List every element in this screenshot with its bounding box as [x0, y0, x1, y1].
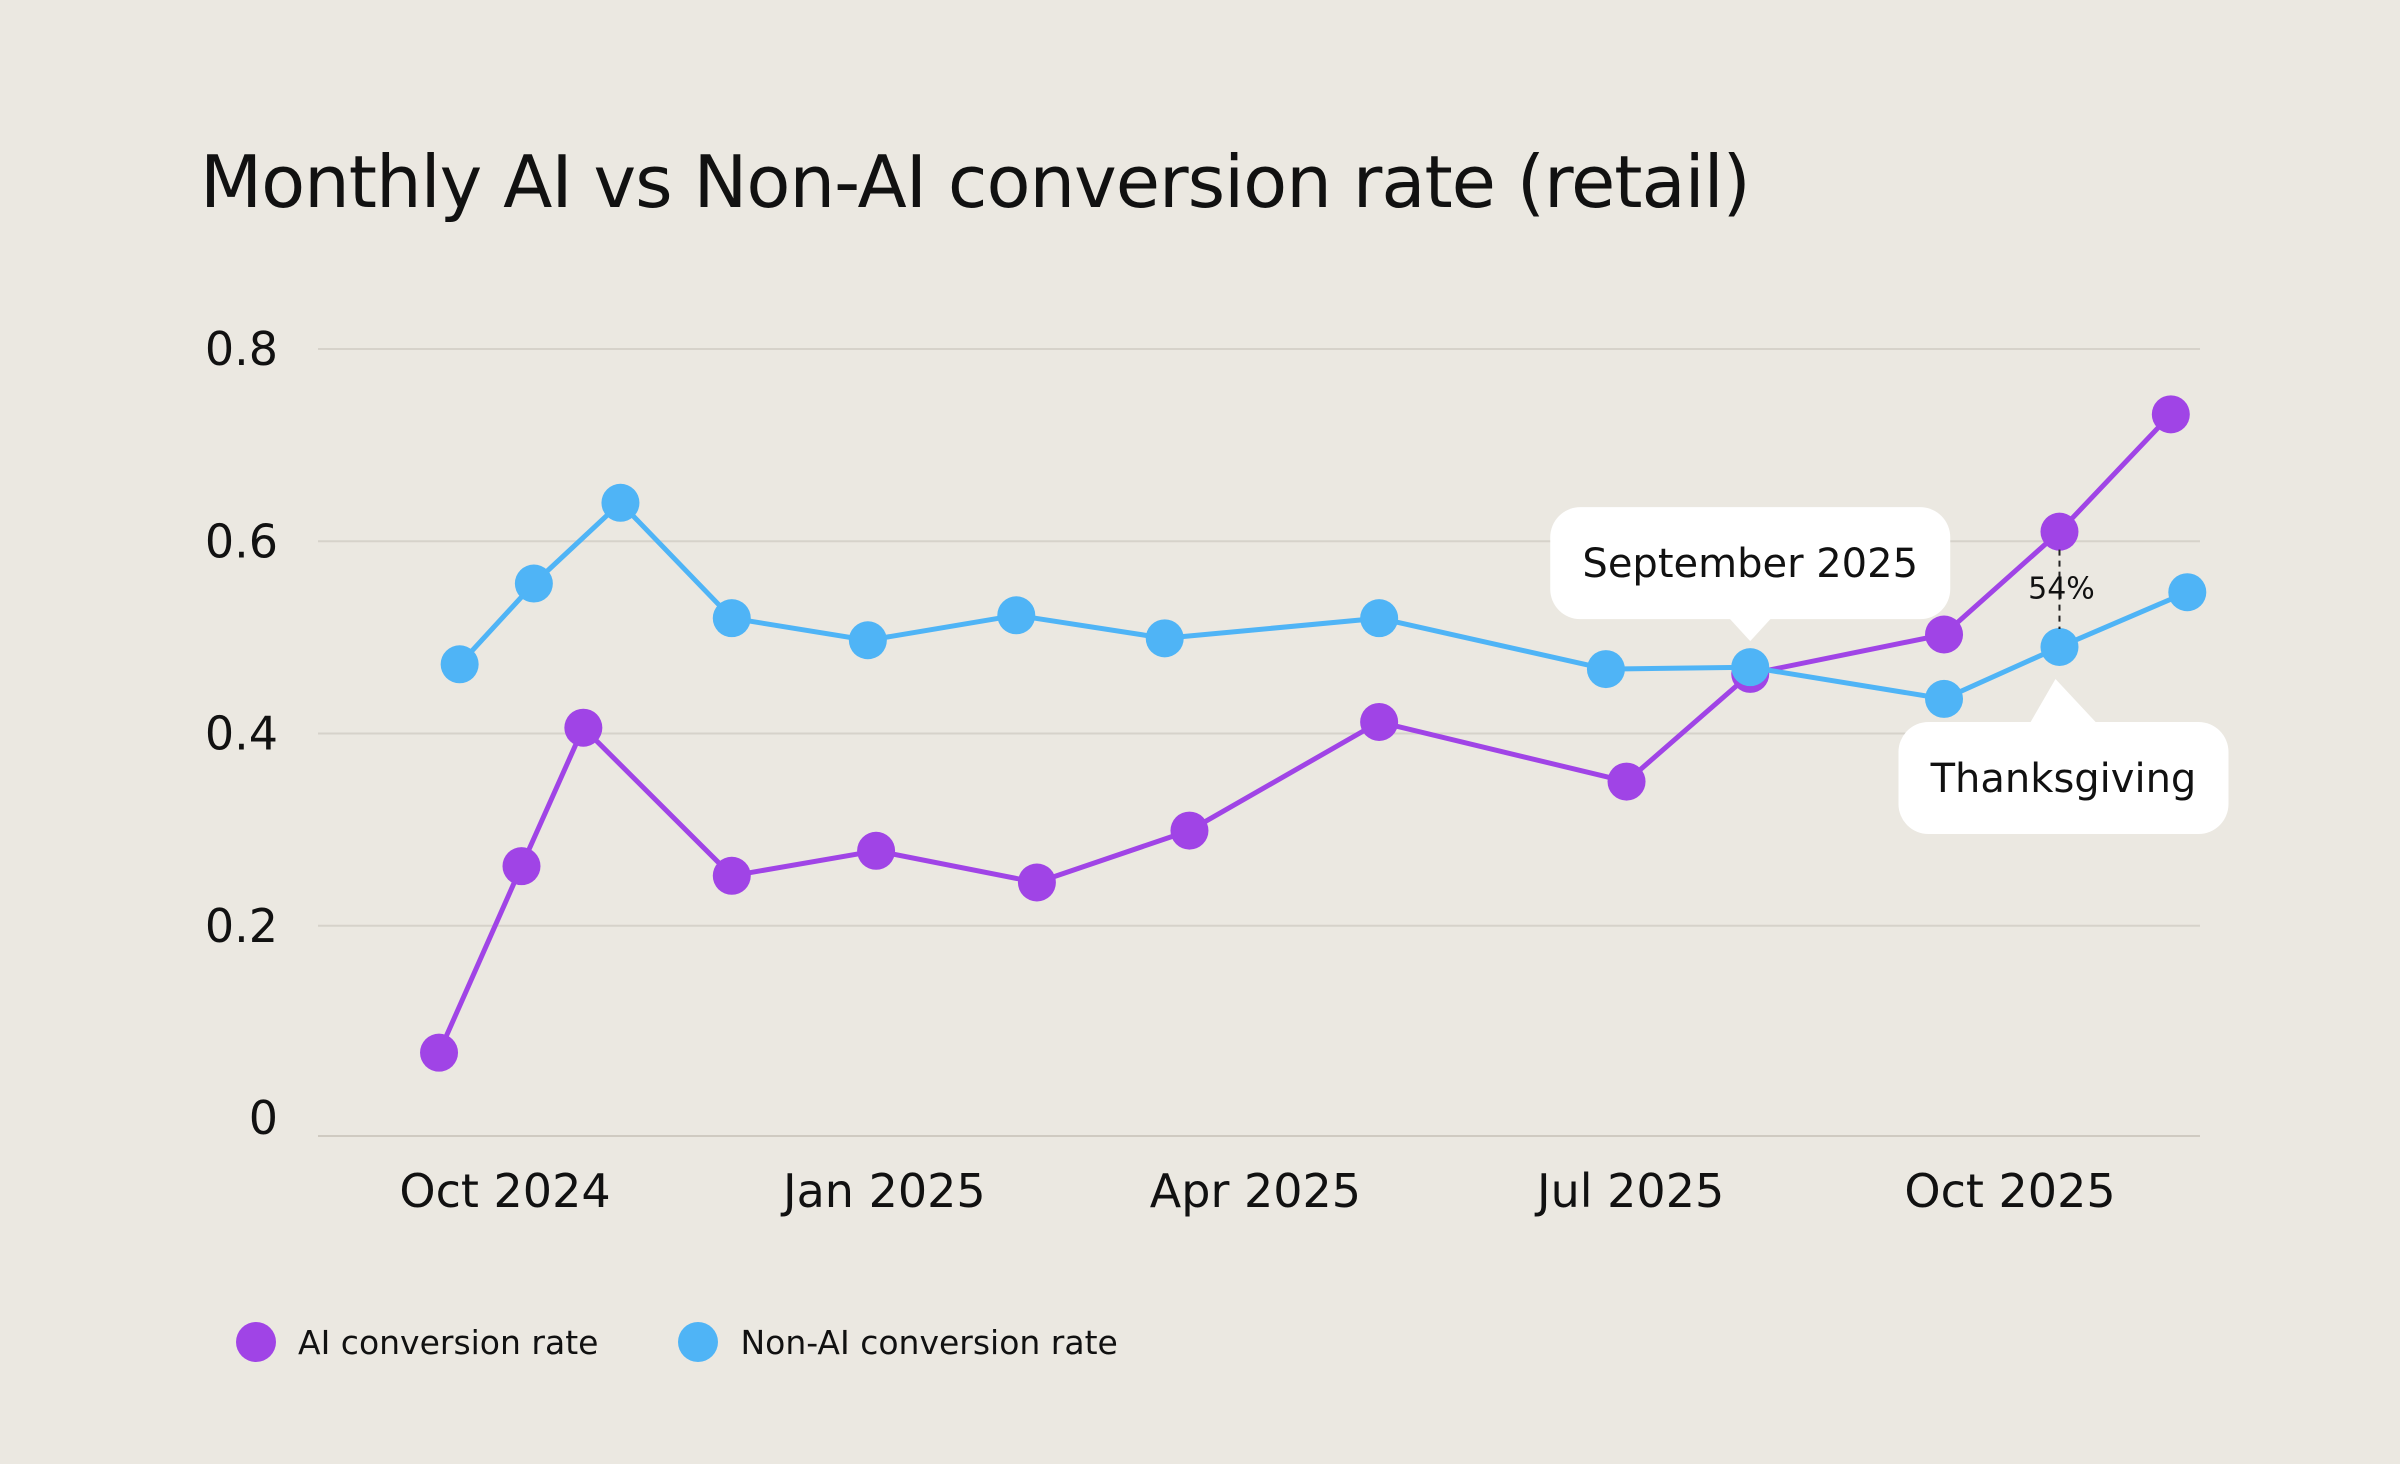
x-tick-label: Jul 2025	[1534, 1164, 1724, 1218]
legend-label-non-ai: Non-AI conversion rate	[740, 1322, 1118, 1362]
data-point[interactable]	[514, 564, 553, 603]
callout-box	[1550, 507, 1951, 620]
data-point[interactable]	[420, 1033, 459, 1072]
data-point[interactable]	[502, 847, 541, 886]
y-tick-label: 0.6	[205, 514, 278, 568]
x-tick-label: Oct 2025	[1904, 1164, 2115, 1218]
data-point[interactable]	[1170, 811, 1209, 850]
callout-box	[1898, 721, 2229, 834]
series-non-ai	[440, 483, 2207, 718]
legend: AI conversion rate Non-AI conversion rat…	[236, 1322, 1118, 1362]
data-point[interactable]	[1925, 679, 1964, 718]
gap-label: 54%	[2028, 572, 2095, 607]
data-point[interactable]	[712, 856, 751, 895]
y-axis: 0 0.2 0.4 0.6 0.8	[205, 322, 278, 1145]
callout-pointer	[2029, 678, 2098, 724]
data-point[interactable]	[2040, 512, 2079, 551]
legend-label-ai: AI conversion rate	[298, 1322, 599, 1362]
data-point[interactable]	[997, 596, 1036, 635]
data-point[interactable]	[857, 831, 896, 870]
data-point[interactable]	[2151, 395, 2190, 434]
data-point[interactable]	[1925, 615, 1964, 654]
x-tick-label: Apr 2025	[1150, 1164, 1361, 1218]
chart-title: Monthly AI vs Non-AI conversion rate (re…	[200, 140, 1751, 224]
data-point[interactable]	[2168, 573, 2207, 612]
legend-swatch-non-ai	[678, 1322, 719, 1362]
data-point[interactable]	[601, 483, 640, 522]
y-tick-label: 0.4	[205, 707, 278, 761]
annotations: September 2025 Thanksgiving 54%	[1550, 507, 2229, 834]
data-point[interactable]	[564, 708, 603, 747]
x-axis: Oct 2024 Jan 2025 Apr 2025 Jul 2025 Oct 2025	[399, 1164, 2115, 1218]
data-point[interactable]	[1607, 762, 1646, 801]
y-tick-label: 0.8	[205, 322, 278, 376]
callout: September 2025	[1550, 507, 1951, 642]
data-point[interactable]	[1145, 619, 1184, 658]
data-point[interactable]	[440, 645, 479, 684]
x-tick-label: Oct 2024	[399, 1164, 610, 1218]
legend-item-non-ai[interactable]: Non-AI conversion rate	[678, 1322, 1118, 1362]
callout-label: Thanksgiving	[1930, 756, 2197, 802]
legend-item-ai[interactable]: AI conversion rate	[236, 1322, 598, 1362]
callout-label: September 2025	[1582, 541, 1918, 587]
data-point[interactable]	[1017, 863, 1056, 902]
data-point[interactable]	[1731, 648, 1770, 687]
y-tick-label: 0.2	[205, 899, 278, 953]
callout: Thanksgiving	[1898, 678, 2229, 834]
callout-pointer	[1728, 617, 1773, 642]
legend-swatch-ai	[236, 1322, 276, 1362]
data-point[interactable]	[712, 599, 751, 638]
grid-lines	[318, 348, 2200, 1137]
data-point[interactable]	[1360, 702, 1399, 741]
data-point[interactable]	[1360, 599, 1399, 638]
x-tick-label: Jan 2025	[780, 1164, 986, 1218]
data-point[interactable]	[1586, 650, 1625, 689]
y-tick-label: 0	[249, 1091, 278, 1145]
series-lines	[420, 395, 2207, 1072]
gap-marker: 54%	[2028, 549, 2095, 629]
data-point[interactable]	[848, 621, 887, 660]
data-point[interactable]	[2040, 627, 2079, 666]
